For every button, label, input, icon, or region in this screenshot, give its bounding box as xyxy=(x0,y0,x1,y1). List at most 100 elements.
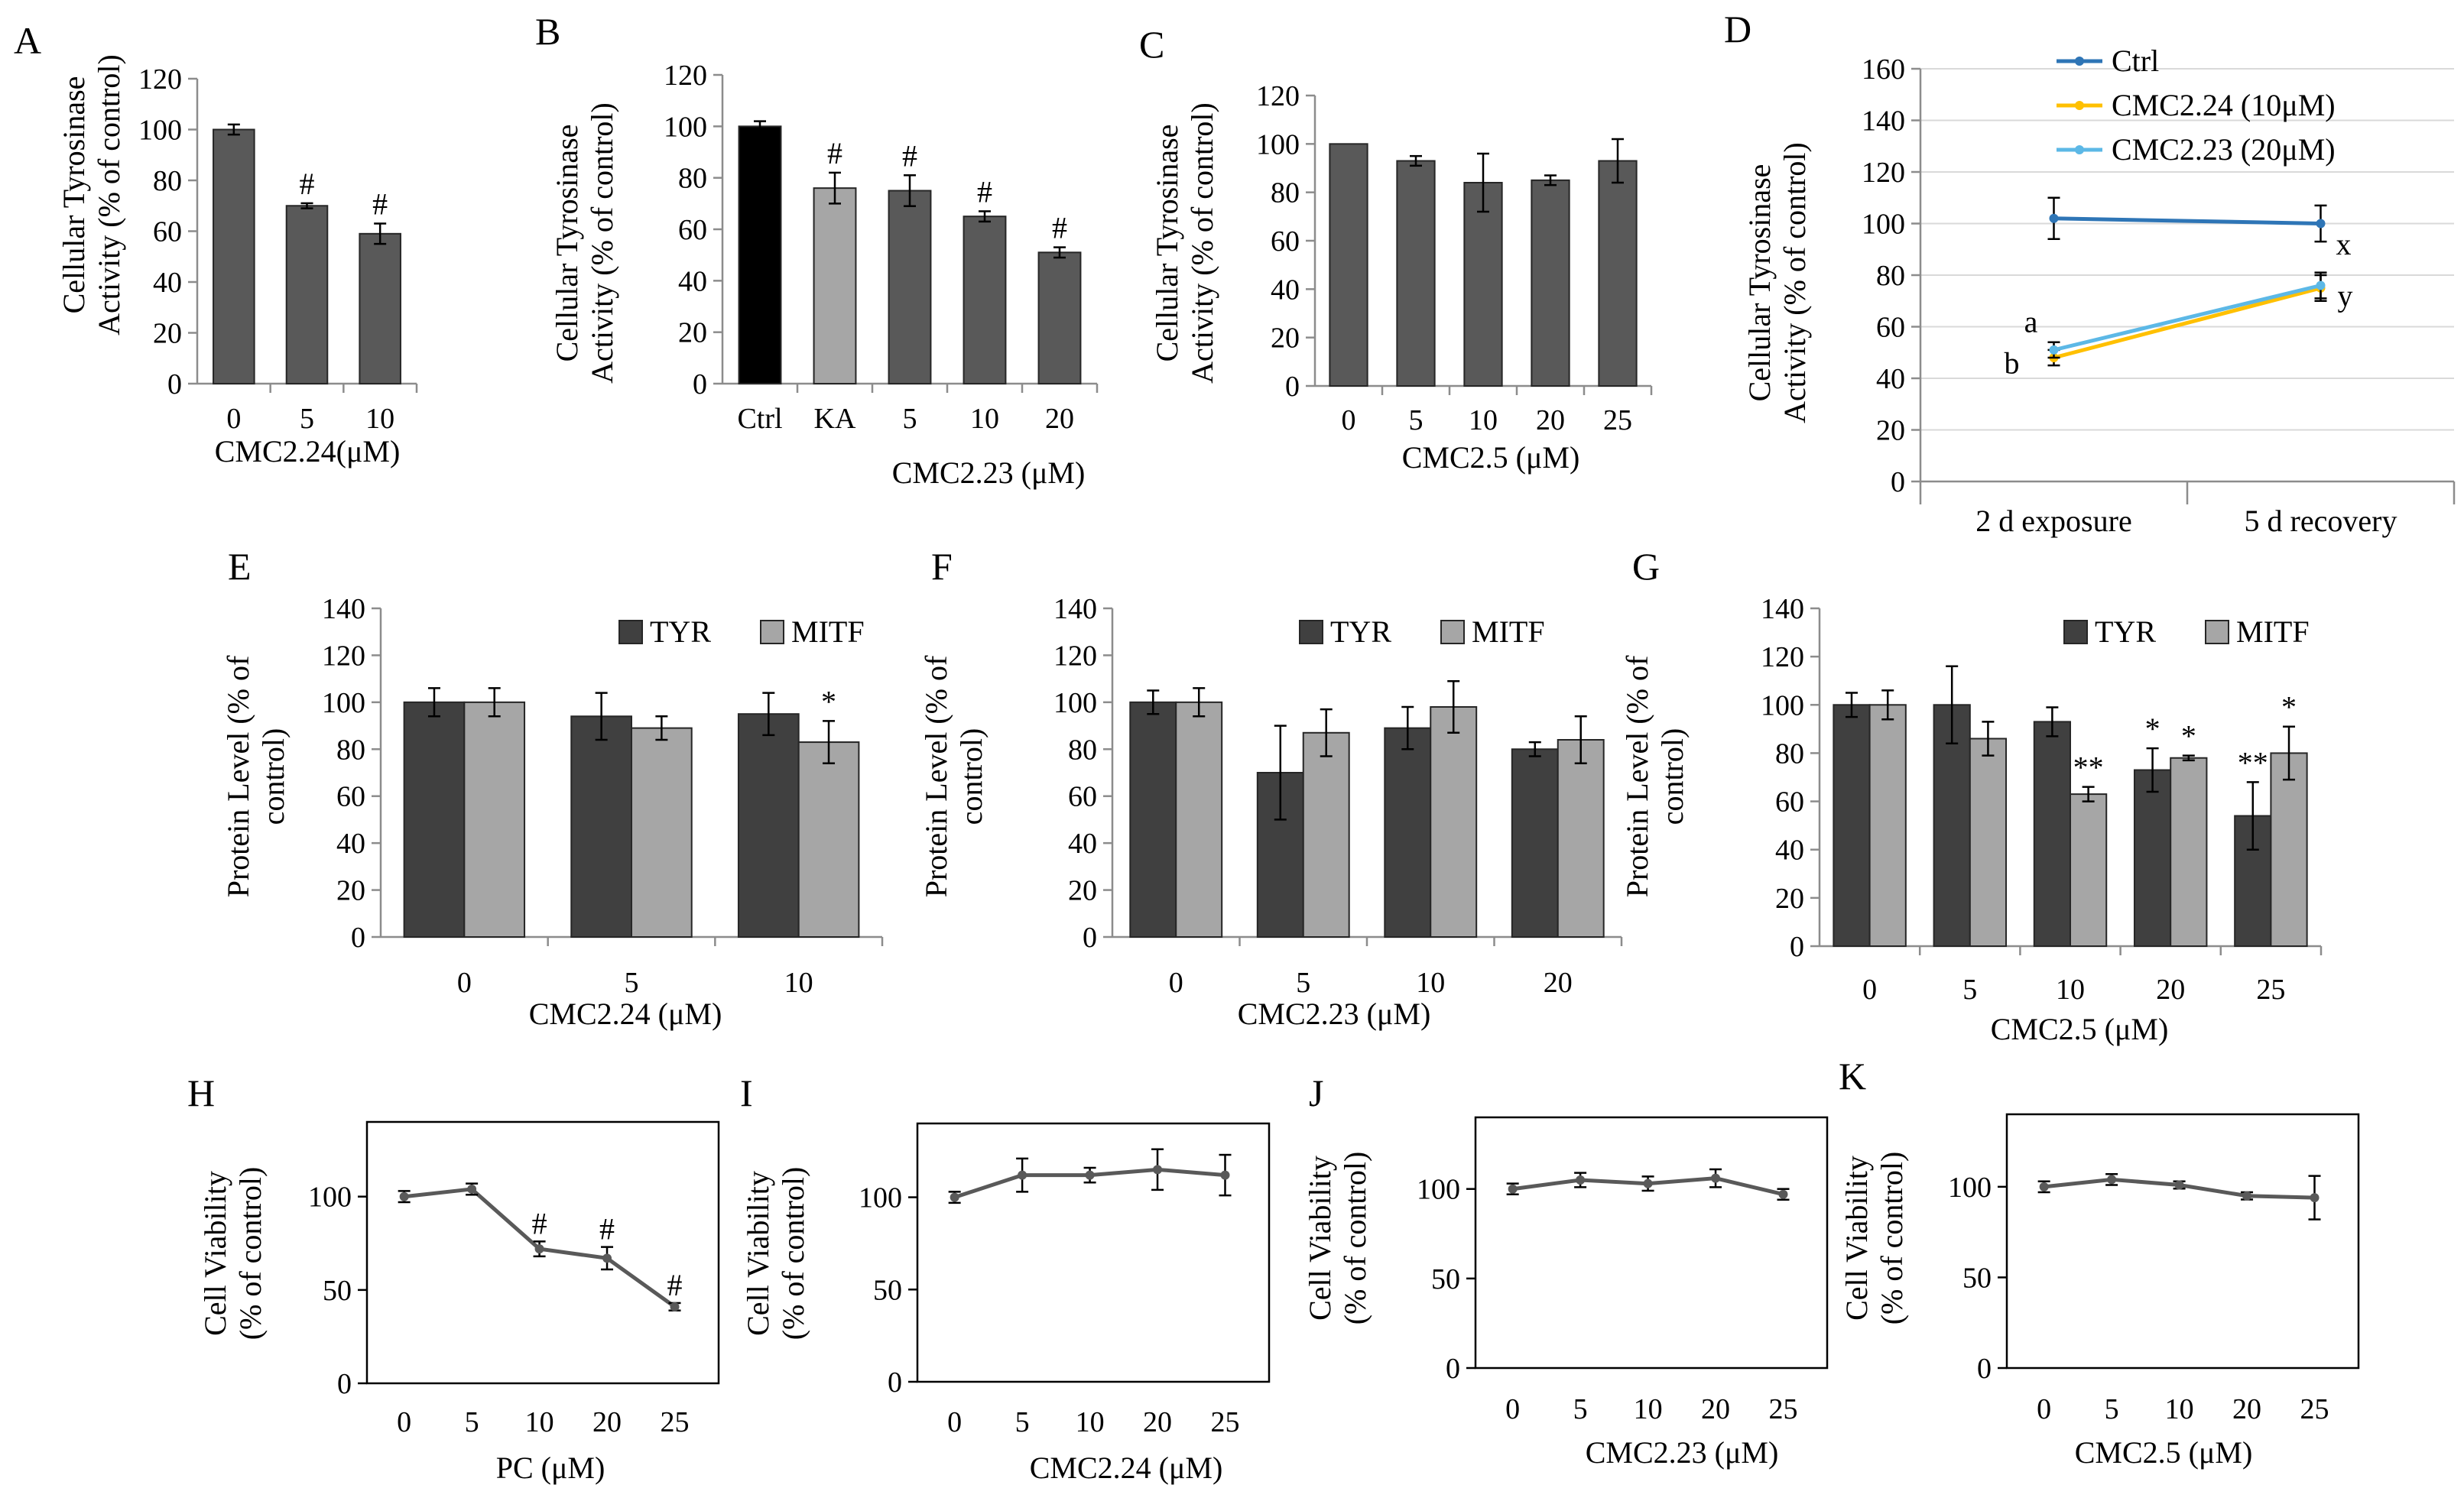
bar-tyr xyxy=(403,701,466,938)
panel-b: B Cellular TyrosinaseActivity (% of contr… xyxy=(535,10,1099,490)
data-point xyxy=(534,1244,544,1254)
x-tick-label: 25 xyxy=(661,1406,690,1438)
bar-mitf xyxy=(2270,752,2308,948)
data-point xyxy=(670,1302,680,1311)
y-tick-label: 60 xyxy=(1775,786,1804,819)
bar-tyr xyxy=(1511,748,1559,938)
x-tick-label: 5 xyxy=(903,403,917,435)
significance-mark: # xyxy=(1052,211,1067,245)
y-tick-label: 120 xyxy=(664,60,707,92)
legend-swatch xyxy=(1440,620,1465,644)
bar-mitf xyxy=(463,701,526,938)
x-tick-label: 0 xyxy=(1862,974,1877,1006)
y-axis-label-line: Cell Viability xyxy=(198,1171,232,1336)
bar-tyr xyxy=(1833,704,1871,947)
bar-tyr xyxy=(570,715,633,938)
panel-i: I Cell Viability(% of control) CMC2.24 (μM… xyxy=(740,1071,1271,1485)
panel-f: F Protein Level (% ofcontrol) CMC2.23 (μM)… xyxy=(919,545,1623,1031)
y-tick-label: 20 xyxy=(1876,415,1905,447)
data-point xyxy=(2316,280,2326,290)
y-tick-label: 80 xyxy=(336,734,365,766)
panel-letter: D xyxy=(1724,8,1751,50)
bar-mitf xyxy=(1557,739,1605,938)
data-point xyxy=(2310,1193,2320,1203)
y-axis-label-line: Protein Level (% of xyxy=(221,655,255,897)
x-tick-label: 5 xyxy=(625,967,639,999)
x-tick-label: KA xyxy=(814,403,856,435)
x-tick-label: 20 xyxy=(1701,1393,1730,1425)
x-tick-label: 25 xyxy=(1211,1406,1240,1438)
legend-label: MITF xyxy=(791,614,865,649)
panel-a: A Cellular TyrosinaseActivity (% of contr… xyxy=(14,19,418,468)
legend-swatch xyxy=(618,620,643,644)
y-axis-label: Cell Viability(% of control) xyxy=(198,1167,268,1341)
y-axis-label-line: Cellular Tyrosinase xyxy=(1150,125,1184,362)
data-point xyxy=(2049,213,2059,223)
bar-tyr xyxy=(1129,701,1177,938)
y-tick-label: 40 xyxy=(153,267,182,299)
bar-mitf xyxy=(1868,704,1907,947)
y-tick-label: 140 xyxy=(1761,593,1804,625)
y-axis-label: Cellular TyrosinaseActivity (% of contro… xyxy=(1150,102,1219,384)
y-tick-label: 40 xyxy=(678,265,707,297)
y-tick-label: 0 xyxy=(1285,371,1300,403)
plot-frame xyxy=(1474,1116,1829,1370)
bar-mitf xyxy=(797,741,860,938)
y-tick-label: 0 xyxy=(693,368,707,400)
bar-activity xyxy=(963,216,1007,384)
x-tick-label: 10 xyxy=(970,403,999,435)
bar-activity xyxy=(888,190,932,384)
panel-letter: E xyxy=(228,545,252,588)
bar-activity xyxy=(359,232,401,385)
data-point xyxy=(2174,1180,2184,1190)
y-axis-label-line: Cell Viability xyxy=(1839,1156,1874,1321)
panel-letter: C xyxy=(1139,23,1164,66)
legend-swatch xyxy=(2063,620,2088,644)
y-axis-label-line: Cell Viability xyxy=(741,1171,775,1336)
legend-label: MITF xyxy=(2236,614,2310,649)
bar-activity xyxy=(813,187,857,384)
bar-mitf xyxy=(1430,706,1478,938)
significance-mark: ** xyxy=(2238,745,2268,780)
point-label: a xyxy=(2024,304,2038,339)
panel-letter: H xyxy=(187,1071,215,1114)
x-tick-label: 0 xyxy=(457,967,472,999)
y-tick-label: 0 xyxy=(351,922,365,954)
x-tick-label: 25 xyxy=(2300,1393,2329,1425)
y-axis-label-line: (% of control) xyxy=(776,1167,810,1341)
x-axis-label: CMC2.5 (μM) xyxy=(2075,1435,2253,1470)
significance-mark: # xyxy=(902,138,917,173)
y-tick-label: 80 xyxy=(153,165,182,197)
x-tick-label: 20 xyxy=(1045,403,1074,435)
data-point xyxy=(1576,1175,1586,1185)
x-tick-label: 2 d exposure xyxy=(1975,504,2131,538)
y-tick-label: 140 xyxy=(1862,105,1905,138)
y-tick-label: 80 xyxy=(1876,260,1905,292)
panel-letter: J xyxy=(1309,1071,1323,1114)
significance-mark: ** xyxy=(2073,750,2104,785)
data-point xyxy=(2049,345,2059,355)
y-tick-label: 20 xyxy=(1271,323,1300,355)
x-tick-label: 20 xyxy=(2232,1393,2261,1425)
y-axis-label-line: Activity (% of control) xyxy=(585,102,619,384)
plot-frame xyxy=(916,1122,1271,1383)
y-tick-label: 140 xyxy=(322,593,365,625)
x-tick-label: 5 xyxy=(1296,967,1310,999)
series-line-0 xyxy=(2053,216,2321,225)
y-tick-label: 160 xyxy=(1862,53,1905,86)
y-tick-label: 100 xyxy=(1948,1172,1992,1204)
significance-mark: # xyxy=(827,136,842,170)
bar-tyr xyxy=(2133,769,2172,947)
y-tick-label: 20 xyxy=(678,317,707,349)
significance-mark: * xyxy=(2281,690,2297,725)
data-point xyxy=(1153,1165,1163,1175)
plot-frame xyxy=(2005,1113,2360,1370)
y-axis-label-line: (% of control) xyxy=(1338,1152,1372,1325)
point-label: b xyxy=(2005,345,2020,380)
bar-mitf xyxy=(1175,701,1223,938)
y-tick-label: 40 xyxy=(1068,828,1097,860)
y-tick-label: 120 xyxy=(1862,157,1905,189)
data-point xyxy=(399,1191,409,1201)
bar-tyr xyxy=(2033,721,2072,948)
